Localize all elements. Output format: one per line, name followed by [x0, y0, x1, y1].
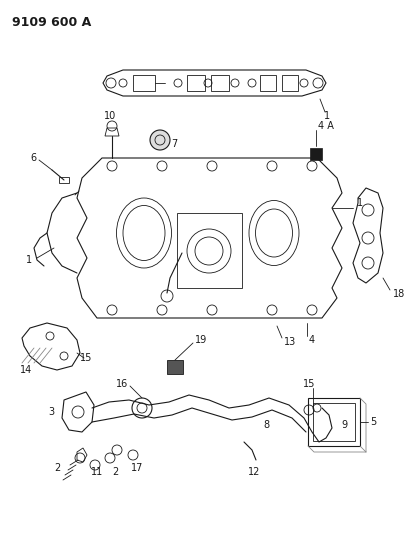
Text: 4: 4 — [309, 335, 315, 345]
Text: 11: 11 — [91, 467, 103, 477]
Bar — [167, 360, 183, 374]
Text: 9109 600 A: 9109 600 A — [12, 16, 91, 29]
Bar — [282, 75, 298, 91]
Bar — [211, 75, 229, 91]
Bar — [59, 177, 69, 183]
Text: 1: 1 — [357, 198, 363, 208]
Text: 15: 15 — [80, 353, 92, 363]
Text: 13: 13 — [284, 337, 296, 347]
Bar — [260, 75, 276, 91]
Text: 5: 5 — [370, 417, 376, 427]
Text: 6: 6 — [30, 153, 36, 163]
Bar — [133, 75, 155, 91]
Text: 10: 10 — [104, 111, 116, 121]
Bar — [313, 403, 355, 441]
Text: 2: 2 — [54, 463, 60, 473]
Text: 18: 18 — [393, 289, 405, 299]
Text: 1: 1 — [26, 255, 32, 265]
Text: 16: 16 — [116, 379, 128, 389]
Circle shape — [150, 130, 170, 150]
Bar — [177, 213, 242, 288]
Text: 12: 12 — [248, 467, 260, 477]
Text: 15: 15 — [303, 379, 315, 389]
Text: 19: 19 — [195, 335, 207, 345]
Text: 9: 9 — [341, 420, 347, 430]
Text: 3: 3 — [48, 407, 54, 417]
Text: 4 A: 4 A — [318, 121, 334, 131]
Text: 17: 17 — [131, 463, 143, 473]
Bar — [308, 398, 360, 446]
Bar — [187, 75, 205, 91]
Text: 8: 8 — [263, 420, 269, 430]
Text: 2: 2 — [112, 467, 118, 477]
Text: 14: 14 — [20, 365, 32, 375]
Text: 7: 7 — [171, 139, 177, 149]
Bar — [310, 148, 322, 160]
Text: 1: 1 — [324, 111, 330, 121]
